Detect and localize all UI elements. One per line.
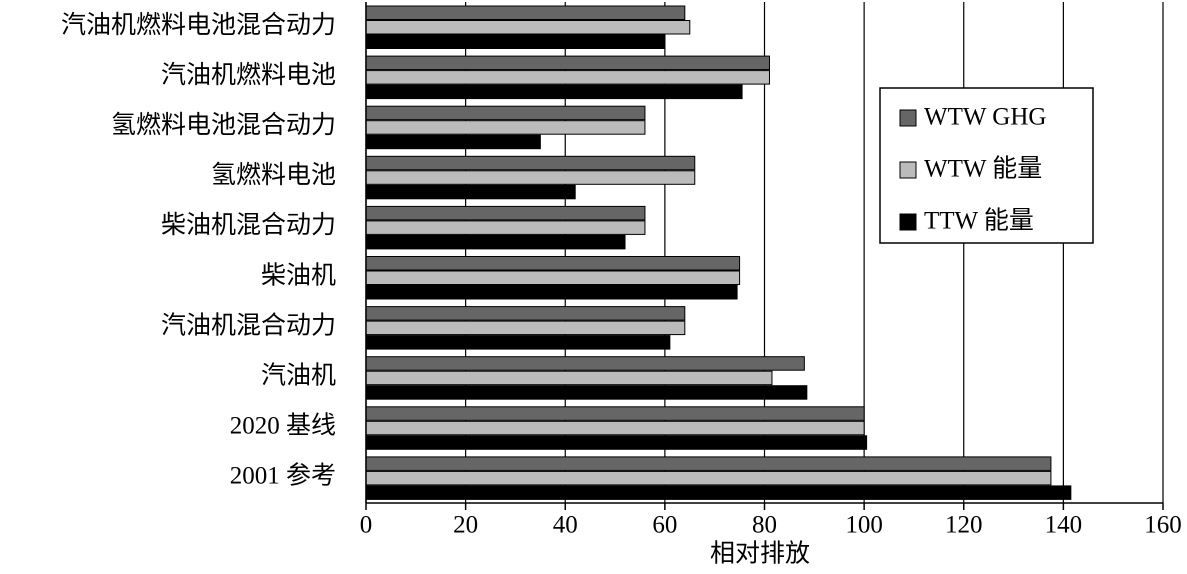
x-tick-label: 40 <box>553 512 578 539</box>
legend-swatch <box>899 109 917 127</box>
legend-label: WTW GHG <box>924 104 1046 131</box>
bar <box>365 5 686 20</box>
bar <box>365 220 646 235</box>
bar <box>365 20 691 35</box>
y-tick-label: 汽油机 <box>261 361 336 389</box>
bar <box>365 134 541 150</box>
bar <box>365 406 865 421</box>
bar <box>365 320 686 336</box>
y-tick-label: 2020 基线 <box>230 412 336 440</box>
bar <box>365 370 773 386</box>
y-tick-label: 汽油机混合动力 <box>161 311 336 339</box>
y-tick-label: 汽油机燃料电池混合动力 <box>61 11 336 39</box>
bar <box>365 470 1052 486</box>
bar <box>365 184 576 200</box>
bar <box>365 435 868 450</box>
x-tick-label: 80 <box>752 512 777 539</box>
x-tick-label: 20 <box>453 512 478 539</box>
y-tick-label: 氢燃料电池 <box>211 161 336 189</box>
y-tick-label: 氢燃料电池混合动力 <box>111 111 336 139</box>
bar <box>365 170 696 185</box>
x-tick-label: 100 <box>845 512 883 539</box>
bar <box>365 356 805 371</box>
y-tick-label: 柴油机混合动力 <box>161 211 336 239</box>
bar <box>365 285 738 300</box>
bar <box>365 485 1072 500</box>
bar <box>365 55 770 71</box>
x-tick-label: 140 <box>1045 512 1083 539</box>
bar <box>365 456 1052 471</box>
x-axis-label: 相对排放 <box>710 540 810 568</box>
bar <box>365 420 865 436</box>
y-tick-label: 2001 参考 <box>230 462 336 490</box>
bar <box>365 34 666 49</box>
y-tick-label: 柴油机 <box>261 261 336 289</box>
legend: WTW GHG WTW 能量 TTW 能量 <box>879 87 1094 244</box>
x-tick-label: 0 <box>360 512 373 539</box>
legend-swatch <box>899 161 917 179</box>
legend-label: WTW 能量 <box>924 155 1042 183</box>
bar <box>365 84 743 100</box>
x-tick-label: 160 <box>1144 512 1182 539</box>
bar <box>365 306 686 321</box>
bar <box>365 385 808 400</box>
bar <box>365 155 696 171</box>
bar <box>365 70 770 85</box>
bar <box>365 205 646 221</box>
x-tick-label: 60 <box>652 512 677 539</box>
y-tick-label: 汽油机燃料电池 <box>161 61 336 89</box>
x-tick-label: 120 <box>945 512 983 539</box>
legend-swatch <box>899 213 917 231</box>
bar <box>365 256 741 271</box>
bar <box>365 335 671 350</box>
bar <box>365 105 646 121</box>
bar <box>365 120 646 135</box>
legend-label: TTW 能量 <box>924 207 1034 235</box>
bar <box>365 270 741 285</box>
bar <box>365 234 626 250</box>
